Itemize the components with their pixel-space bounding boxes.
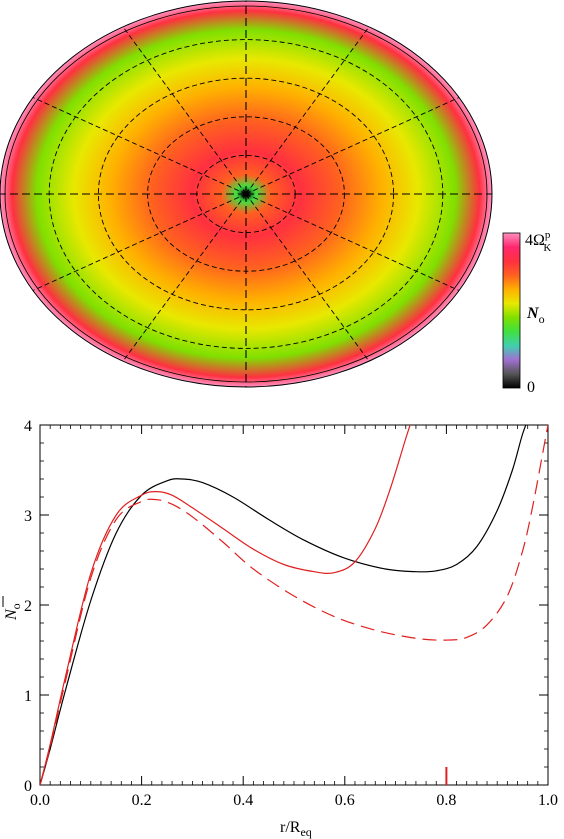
y-tick-label-0: 0 xyxy=(24,778,32,795)
plot-frame xyxy=(39,424,549,786)
x-axis-title: r/Req xyxy=(280,819,312,839)
grid-spoke-11 xyxy=(245,97,460,195)
x-tick-label-4: 0.8 xyxy=(436,792,456,809)
grid-spoke-7 xyxy=(32,97,247,195)
center-marker xyxy=(241,189,251,199)
grid-spoke-8 xyxy=(122,26,247,195)
y-tick-label-4: 4 xyxy=(24,418,32,435)
line-plot: 0.0 0.2 0.4 0.6 0.8 1.0 0 1 2 3 4 r/Req No xyxy=(2,418,558,839)
y-tick-label-1: 1 xyxy=(24,688,32,705)
center-marker-line-5 xyxy=(241,191,251,197)
y-tick-label-2: 2 xyxy=(24,598,32,615)
y-axis-title: No xyxy=(3,603,23,621)
grid-spoke-5 xyxy=(32,193,247,291)
plot-series xyxy=(40,425,548,785)
grid-spoke-1 xyxy=(245,193,460,291)
y-axis: 0 1 2 3 4 xyxy=(24,418,548,795)
colorbar-max-label: 4Ωp K xyxy=(525,229,551,254)
series-line-1 xyxy=(40,425,411,785)
colorbar-bar xyxy=(502,232,521,389)
colorbar: 4Ωp K No 0 xyxy=(502,229,551,396)
heatmap-grid xyxy=(0,1,492,387)
grid-spoke-2 xyxy=(245,193,370,362)
x-tick-label-2: 0.4 xyxy=(233,792,253,809)
y-tick-label-3: 3 xyxy=(24,508,32,525)
colorbar-quantity-label: No xyxy=(526,305,545,326)
series-line-2 xyxy=(40,425,548,785)
series-line-0 xyxy=(40,425,527,785)
x-tick-label-3: 0.6 xyxy=(335,792,355,809)
grid-spoke-10 xyxy=(245,26,370,195)
x-tick-label-5: 1.0 xyxy=(538,792,558,809)
colorbar-min-label: 0 xyxy=(527,379,535,396)
grid-spoke-4 xyxy=(122,193,247,362)
heatmap-panel xyxy=(0,0,493,388)
x-tick-label-1: 0.2 xyxy=(132,792,152,809)
x-tick-label-0: 0.0 xyxy=(30,792,50,809)
x-axis: 0.0 0.2 0.4 0.6 0.8 1.0 xyxy=(30,425,558,809)
